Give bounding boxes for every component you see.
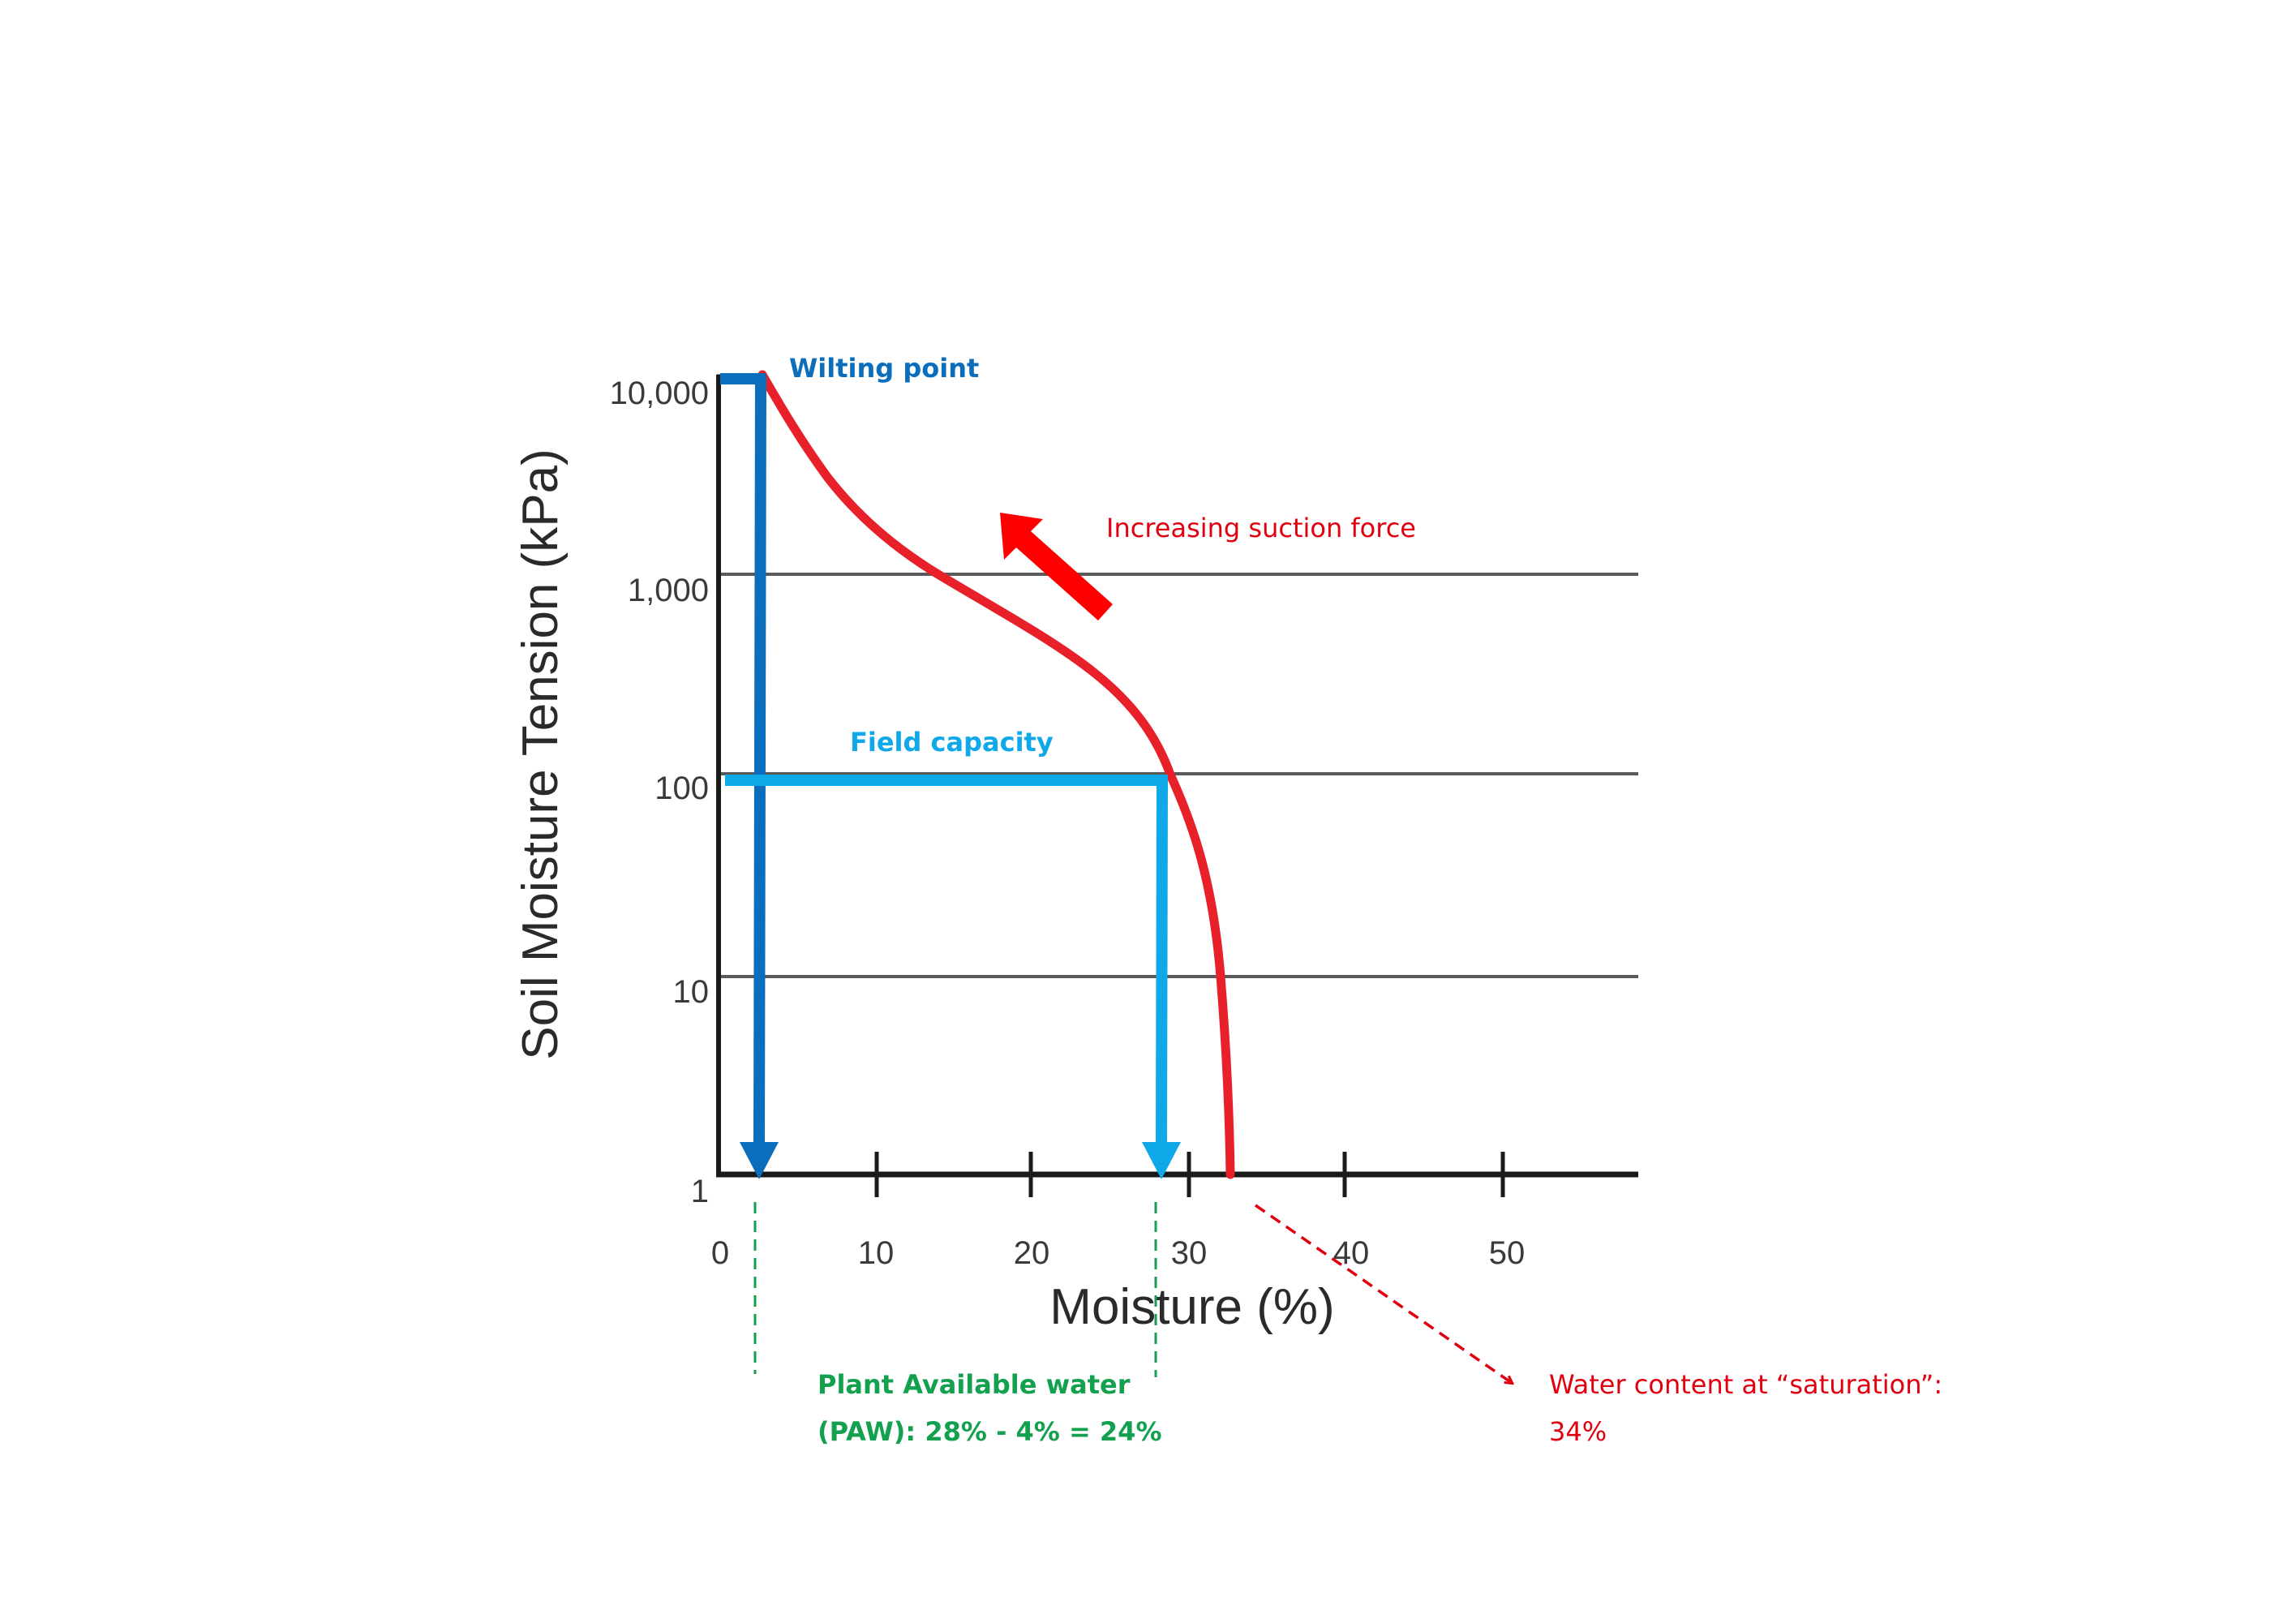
paw-label-line2: (PAW): 28% - 4% = 24% [818,1416,1162,1447]
retention-curve [757,370,1235,1179]
axes [716,374,1638,1197]
paw-label-line1: Plant Available water [818,1369,1131,1400]
suction-arrow-icon [1000,513,1113,620]
wilting-point-label: Wilting point [789,353,979,384]
wilting-point-marker [720,373,779,1179]
saturation-label-line1: Water content at “saturation”: [1549,1369,1942,1400]
x-tick-30: 30 [1171,1235,1208,1271]
x-tick-labels: 0 10 20 30 40 50 [711,1235,1525,1271]
x-tick-20: 20 [1014,1235,1050,1271]
gridlines [717,573,1638,978]
y-tick-1000: 1,000 [628,573,709,608]
x-tick-40: 40 [1333,1235,1370,1271]
x-tick-10: 10 [858,1235,895,1271]
field-capacity-label: Field capacity [850,727,1054,758]
y-tick-labels: 10,000 1,000 100 10 1 [610,376,709,1209]
field-capacity-vertical-line [1156,774,1168,1144]
y-tick-1: 1 [691,1174,709,1209]
x-tick-0: 0 [711,1235,729,1271]
saturation-dashed-arrow [1255,1204,1512,1383]
y-axis-title: Soil Moisture Tension (kPa) [513,449,569,1060]
wilting-vertical-line [753,374,766,1143]
field-capacity-arrow-down-icon [1142,1142,1181,1179]
wilting-arrow-down-icon [740,1142,779,1179]
suction-force-label: Increasing suction force [1106,513,1416,543]
y-tick-10: 10 [673,974,710,1010]
y-tick-100: 100 [654,771,709,806]
y-tick-10000: 10,000 [610,376,709,411]
saturation-label-line2: 34% [1549,1416,1607,1447]
field-capacity-marker [725,774,1181,1179]
x-axis-title: Moisture (%) [1049,1279,1334,1335]
x-tick-50: 50 [1489,1235,1526,1271]
